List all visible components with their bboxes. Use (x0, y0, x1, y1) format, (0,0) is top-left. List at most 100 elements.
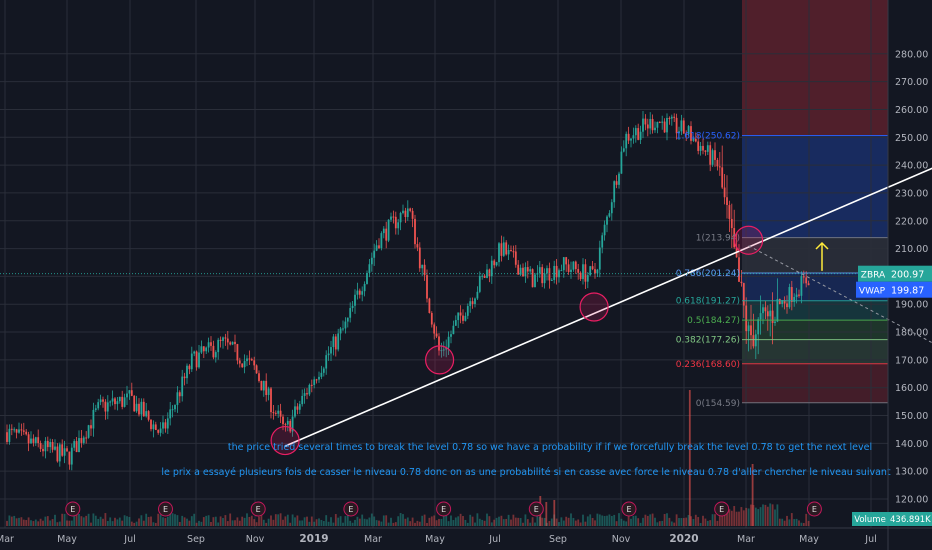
volume-bar (375, 520, 378, 526)
price-tag-zbra (888, 265, 932, 282)
candle-body (25, 431, 28, 435)
candle-body (82, 437, 85, 443)
candle-body (294, 406, 296, 417)
volume-bar (625, 521, 628, 526)
volume-bar (277, 514, 280, 526)
volume-bar (363, 518, 366, 526)
candle-body (466, 306, 469, 316)
volume-bar (339, 516, 342, 526)
volume-bar (651, 513, 654, 526)
candle-body (416, 244, 419, 248)
candle-body (171, 409, 174, 411)
drawings[interactable] (270, 167, 932, 456)
candle-body (675, 117, 678, 134)
volume-bar (20, 517, 23, 526)
candle-body (214, 352, 217, 358)
volume-bar (51, 519, 54, 526)
earnings-icon[interactable] (343, 501, 359, 517)
volume-bar (531, 517, 534, 526)
candle-body (255, 365, 258, 374)
volume-bar (481, 519, 484, 526)
candle-body (289, 420, 292, 432)
volume-bar (704, 518, 707, 526)
touch-circle[interactable] (425, 345, 455, 375)
earnings-icon[interactable] (436, 501, 452, 517)
fib-label: 0(154.59) (696, 399, 740, 409)
candle-body (373, 250, 376, 258)
volume-bar (790, 513, 793, 526)
candle-body (699, 145, 702, 151)
touch-circle[interactable] (270, 425, 300, 456)
volume-bar (142, 520, 145, 526)
volume-bar (18, 517, 20, 526)
volume-bar (356, 516, 359, 526)
earnings-icon[interactable] (158, 501, 173, 517)
volume-bar (577, 519, 580, 526)
candle-body (397, 222, 400, 229)
candle-body (430, 312, 433, 325)
volume-bar (171, 513, 174, 526)
volume-bar (193, 513, 196, 526)
volume-bar (217, 522, 220, 526)
earnings-letter: E (534, 505, 539, 514)
touch-circle[interactable] (579, 292, 609, 322)
fib-label: 0.236(168.60) (676, 360, 740, 370)
candle-body (111, 398, 114, 402)
volume-bar (706, 520, 709, 526)
volume-bar (342, 522, 344, 526)
earnings-icon[interactable] (806, 501, 822, 517)
volume-bar (219, 516, 222, 526)
earnings-icon[interactable] (65, 501, 81, 517)
volume-bar (370, 513, 373, 526)
volume-bar (471, 516, 474, 526)
candle-body (318, 376, 320, 380)
candle-body (250, 359, 253, 361)
volume-bar (116, 519, 119, 526)
candle-body (205, 347, 208, 352)
volume-bar (130, 521, 133, 526)
volume-bar (66, 520, 68, 526)
candle-body (325, 355, 328, 369)
volume-bar (558, 522, 560, 526)
candle-body (133, 395, 136, 412)
candle-body (706, 145, 709, 152)
volume-bar (685, 517, 688, 526)
volume-bar (680, 518, 683, 526)
earnings-icon[interactable] (250, 501, 266, 517)
fib-label: 0.786(201.24) (676, 269, 740, 279)
y-tick-label: 130.00 (895, 467, 928, 478)
earnings-letter: E (70, 505, 75, 514)
candle-body (500, 243, 503, 256)
touch-circle[interactable] (733, 225, 764, 255)
volume-bar (231, 520, 234, 526)
earnings-letter: E (348, 505, 353, 514)
volume-bar (313, 521, 316, 526)
earnings-icon[interactable] (714, 501, 730, 517)
candle-body (462, 315, 464, 321)
projection-line[interactable] (748, 245, 932, 344)
candle-body (687, 126, 690, 135)
volume-bar (63, 513, 66, 526)
candle-body (733, 228, 736, 248)
candle-body (313, 379, 316, 385)
volume-bar (90, 522, 92, 526)
earnings-icon[interactable] (528, 501, 544, 517)
volume-bar (15, 518, 18, 526)
volume-tag (888, 512, 932, 526)
volume-bar (682, 518, 685, 526)
trendline[interactable] (284, 167, 932, 447)
volume-bar (675, 514, 678, 526)
candle-body (673, 116, 676, 118)
candle-body (22, 430, 25, 432)
candle-body (505, 242, 508, 255)
volume-bar (44, 516, 47, 526)
zone-05-0382 (742, 320, 888, 340)
volume-bar (70, 520, 73, 526)
volume-bar (754, 507, 757, 526)
earnings-icon[interactable] (621, 501, 637, 517)
fib-retracement[interactable]: 1.618(250.62) 1(213.94) 0.786(201.24) 0.618… (676, 132, 888, 409)
candle-body (709, 145, 712, 165)
volume-bar (596, 513, 599, 526)
